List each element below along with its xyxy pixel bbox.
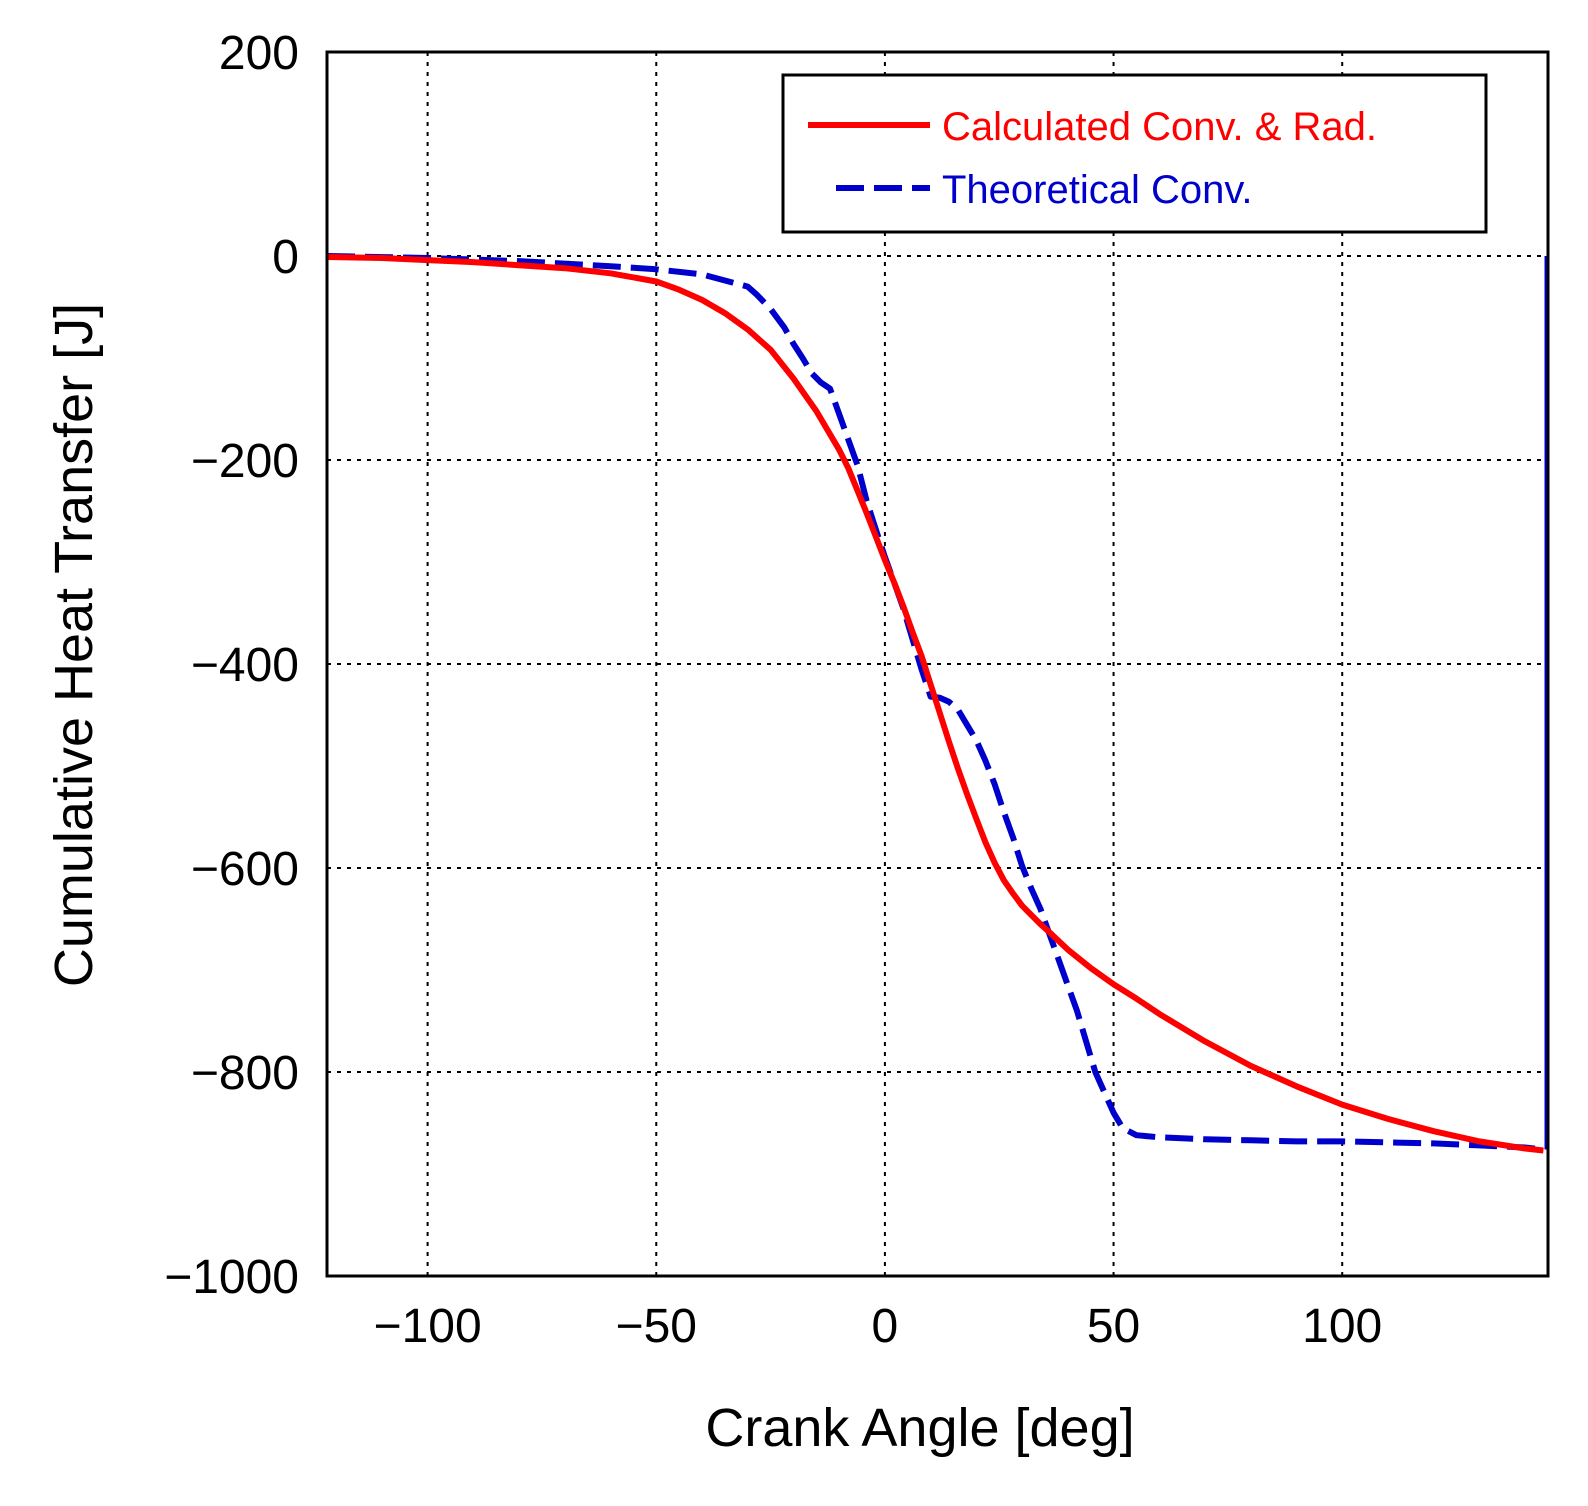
- legend-label-theoretical: Theoretical Conv.: [942, 168, 1253, 212]
- y-tick-label: −400: [191, 639, 299, 692]
- y-tick-label: 200: [219, 27, 299, 80]
- x-tick-labels: −100 −50 0 50 100: [374, 1300, 1383, 1353]
- legend-box: [781, 73, 1488, 234]
- y-tick-label: −600: [191, 843, 299, 896]
- y-tick-label: −200: [191, 435, 299, 488]
- x-tick-label: −50: [616, 1300, 697, 1353]
- x-tick-label: 50: [1087, 1300, 1140, 1353]
- legend: Calculated Conv. & Rad. Theoretical Conv…: [781, 73, 1488, 234]
- y-tick-label: −1000: [164, 1251, 299, 1304]
- x-tick-label: −100: [374, 1300, 482, 1353]
- y-tick-label: 0: [272, 231, 299, 284]
- y-tick-label: −800: [191, 1047, 299, 1100]
- x-axis-title: Crank Angle [deg]: [705, 1398, 1134, 1458]
- x-tick-label: 100: [1302, 1300, 1382, 1353]
- series-line-theoretical: [326, 253, 1544, 1153]
- plot-frame: [325, 50, 1550, 1278]
- y-tick-labels: 200 0 −200 −400 −600 −800 −1000: [164, 27, 299, 1304]
- legend-label-calculated: Calculated Conv. & Rad.: [942, 105, 1377, 149]
- y-axis-title: Cumulative Heat Transfer [J]: [44, 303, 104, 987]
- x-tick-label: 0: [872, 1300, 899, 1353]
- series-line-calculated: [326, 254, 1544, 1154]
